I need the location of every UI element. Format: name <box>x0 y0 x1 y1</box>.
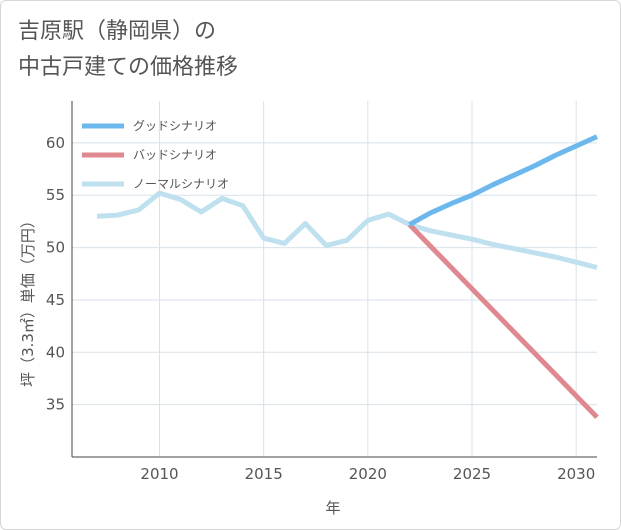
y-tick-label-40: 40 <box>46 343 65 361</box>
x-tick-labels: 2010 2015 2020 2025 2030 <box>140 465 595 483</box>
x-tick-label-2010: 2010 <box>140 465 178 483</box>
y-tick-label-35: 35 <box>46 396 65 414</box>
y-tick-label-45: 45 <box>46 291 65 309</box>
y-tick-label-50: 50 <box>46 239 65 257</box>
series-line-normal <box>96 190 598 270</box>
chart-title-line1: 吉原駅（静岡県）の <box>18 19 217 44</box>
chart-title: 吉原駅（静岡県）の 中古戸建ての価格推移 <box>18 14 238 86</box>
plot-frame <box>71 101 597 458</box>
y-tick-label-60: 60 <box>46 134 65 152</box>
x-gridlines <box>159 101 577 457</box>
y-axis-label: 坪（3.3㎡）単価（万円） <box>19 213 37 387</box>
legend-label-good: グッドシナリオ <box>133 119 217 133</box>
x-tick-label-2015: 2015 <box>245 465 283 483</box>
x-tick-label-2025: 2025 <box>453 465 491 483</box>
legend-label-normal: ノーマルシナリオ <box>133 177 229 191</box>
legend-label-bad: バッドシナリオ <box>133 148 217 162</box>
series-line-good <box>408 134 599 227</box>
y-tick-labels: 35 40 45 50 55 60 <box>46 134 65 414</box>
x-tick-label-2020: 2020 <box>349 465 387 483</box>
x-tick-label-2030: 2030 <box>557 465 595 483</box>
series-line-bad <box>407 222 599 419</box>
y-tick-label-55: 55 <box>46 186 65 204</box>
series-lines <box>96 134 599 419</box>
chart-title-line2: 中古戸建ての価格推移 <box>18 55 239 80</box>
x-axis-label: 年 <box>325 499 340 517</box>
